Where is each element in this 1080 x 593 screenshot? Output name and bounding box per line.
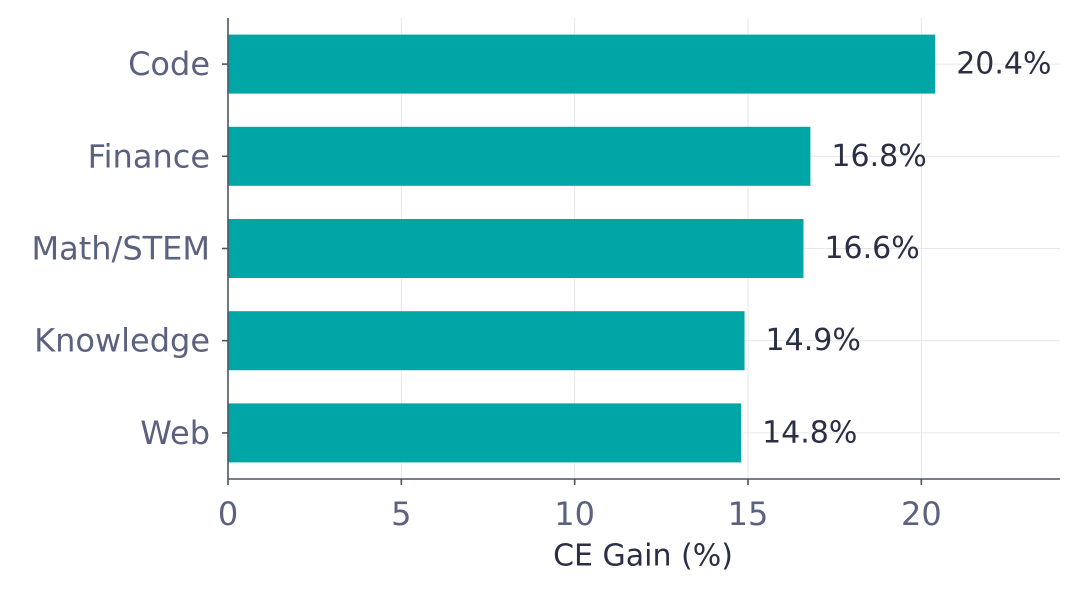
value-label: 16.8% bbox=[831, 139, 926, 174]
x-tick-label: 0 bbox=[218, 495, 238, 533]
y-tick-label: Web bbox=[140, 414, 210, 452]
bar-web bbox=[228, 403, 742, 463]
bar-knowledge bbox=[228, 311, 745, 371]
y-tick-label: Math/STEM bbox=[31, 230, 210, 268]
y-axis-ticks: Code Finance Math/STEM Knowledge Web bbox=[31, 45, 228, 452]
value-label: 16.6% bbox=[824, 231, 919, 266]
value-label: 14.9% bbox=[766, 323, 861, 358]
x-tick-label: 10 bbox=[554, 495, 595, 533]
value-labels: 20.4% 16.8% 16.6% 14.9% 14.8% bbox=[762, 47, 1051, 451]
bar-finance bbox=[228, 126, 811, 186]
value-label: 20.4% bbox=[956, 47, 1051, 82]
x-tick-label: 15 bbox=[728, 495, 769, 533]
bars bbox=[228, 34, 936, 463]
x-axis-title: CE Gain (%) bbox=[553, 539, 733, 574]
x-tick-label: 20 bbox=[901, 495, 942, 533]
bar-code bbox=[228, 34, 936, 94]
bar-math-stem bbox=[228, 219, 804, 278]
y-tick-label: Code bbox=[128, 45, 210, 83]
x-tick-label: 5 bbox=[391, 495, 411, 533]
y-tick-label: Knowledge bbox=[34, 322, 210, 360]
x-axis-ticks: 0 5 10 15 20 bbox=[218, 479, 942, 533]
value-label: 14.8% bbox=[762, 415, 857, 450]
y-tick-label: Finance bbox=[88, 137, 210, 175]
